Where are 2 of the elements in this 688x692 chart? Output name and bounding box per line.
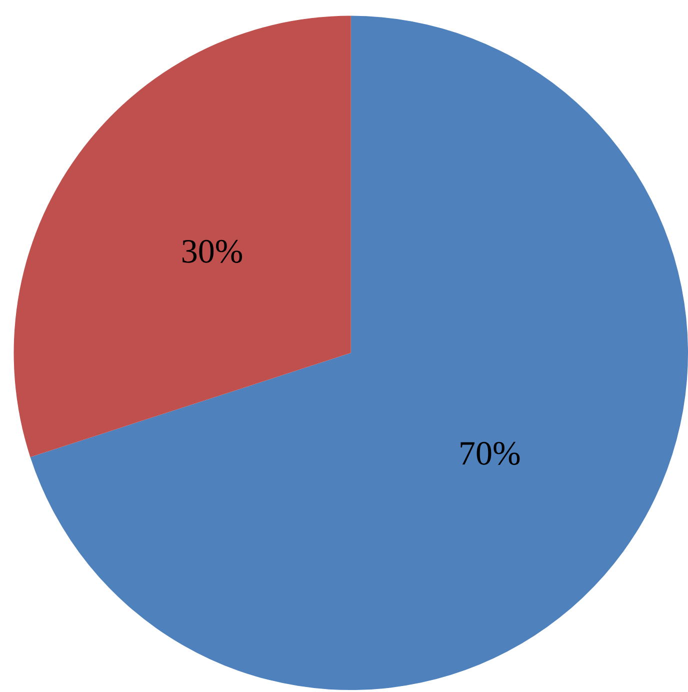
data-label: 30% <box>180 234 244 271</box>
data-label: 70% <box>458 435 521 472</box>
